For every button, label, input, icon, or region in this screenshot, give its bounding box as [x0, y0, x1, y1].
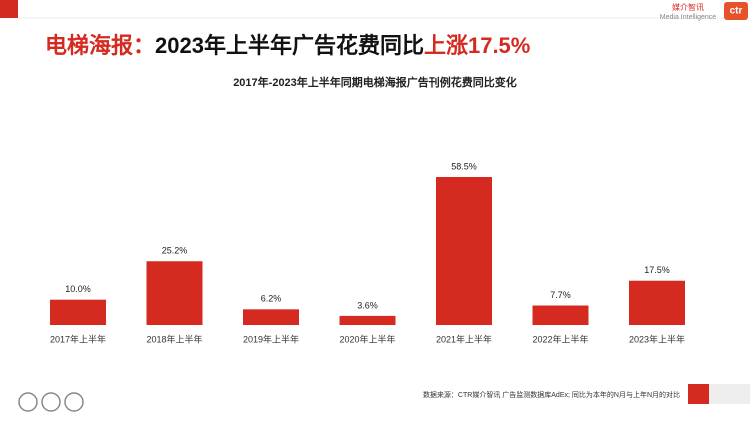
headline-main: 2023年上半年广告花费同比: [155, 33, 424, 58]
headline: 电梯海报：2023年上半年广告花费同比上涨17.5%: [45, 33, 530, 58]
x-tick-label: 2021年上半年: [436, 333, 492, 344]
x-tick-label: 2018年上半年: [146, 333, 202, 344]
value-label: 7.7%: [550, 290, 571, 300]
bar: [629, 280, 685, 325]
value-label: 3.6%: [357, 300, 378, 310]
brand-en: Media Intelligence: [660, 14, 717, 21]
bar: [339, 315, 396, 325]
cert-icon: [18, 392, 38, 412]
value-label: 6.2%: [261, 294, 282, 304]
footer-block: [688, 384, 709, 404]
chart-title: 2017年-2023年上半年同期电梯海报广告刊例花费同比变化: [233, 75, 517, 89]
x-tick-label: 2022年上半年: [532, 333, 588, 344]
headline-highlight: 上涨17.5%: [424, 33, 530, 58]
cert-icon: [41, 392, 61, 412]
logo-text: ctr: [730, 6, 743, 17]
x-tick-label: 2023年上半年: [629, 333, 685, 344]
corner-block: [0, 0, 18, 18]
value-label: 25.2%: [162, 246, 188, 256]
footer-bar: [709, 384, 750, 404]
bar: [243, 309, 299, 325]
headline-lead: 电梯海报：: [45, 33, 155, 58]
value-label: 58.5%: [451, 161, 477, 171]
logo-box: [724, 2, 748, 20]
x-tick-label: 2020年上半年: [339, 333, 395, 344]
value-label: 10.0%: [65, 284, 91, 294]
value-label: 17.5%: [644, 265, 670, 275]
source-note: 数据来源：CTR媒介智讯 广告监测数据库AdEx; 同比为本年的N月与上年N月的…: [423, 390, 680, 399]
x-tick-label: 2017年上半年: [50, 333, 106, 344]
bar: [436, 176, 492, 325]
brand-cn: 媒介智讯: [672, 2, 704, 12]
bar: [146, 261, 203, 325]
x-tick-label: 2019年上半年: [243, 333, 299, 344]
cert-icon: [64, 392, 84, 412]
bar: [532, 305, 589, 325]
certification-logos: [18, 392, 84, 412]
bar: [50, 299, 106, 325]
